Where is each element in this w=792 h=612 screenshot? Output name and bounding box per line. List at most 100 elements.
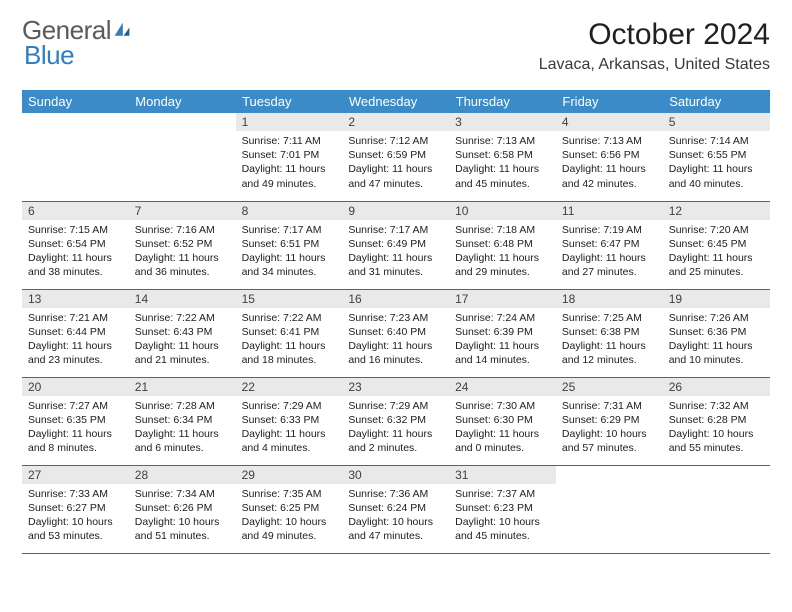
daylight-line: Daylight: 10 hours and 51 minutes. [135, 515, 230, 543]
calendar-cell: 2Sunrise: 7:12 AMSunset: 6:59 PMDaylight… [342, 113, 449, 201]
day-details: Sunrise: 7:31 AMSunset: 6:29 PMDaylight:… [556, 396, 663, 460]
sunrise-line: Sunrise: 7:35 AM [242, 487, 337, 501]
calendar-cell: 31Sunrise: 7:37 AMSunset: 6:23 PMDayligh… [449, 465, 556, 553]
day-number: 19 [663, 290, 770, 308]
calendar-body: 1Sunrise: 7:11 AMSunset: 7:01 PMDaylight… [22, 113, 770, 553]
weekday-header: Tuesday [236, 90, 343, 113]
calendar-row: 13Sunrise: 7:21 AMSunset: 6:44 PMDayligh… [22, 289, 770, 377]
day-details: Sunrise: 7:29 AMSunset: 6:33 PMDaylight:… [236, 396, 343, 460]
calendar-row: 27Sunrise: 7:33 AMSunset: 6:27 PMDayligh… [22, 465, 770, 553]
day-details: Sunrise: 7:14 AMSunset: 6:55 PMDaylight:… [663, 131, 770, 195]
calendar-cell: 10Sunrise: 7:18 AMSunset: 6:48 PMDayligh… [449, 201, 556, 289]
daylight-line: Daylight: 11 hours and 12 minutes. [562, 339, 657, 367]
sunset-line: Sunset: 6:48 PM [455, 237, 550, 251]
sunset-line: Sunset: 6:41 PM [242, 325, 337, 339]
day-number: 13 [22, 290, 129, 308]
daylight-line: Daylight: 11 hours and 34 minutes. [242, 251, 337, 279]
day-number: 5 [663, 113, 770, 131]
daylight-line: Daylight: 11 hours and 27 minutes. [562, 251, 657, 279]
daylight-line: Daylight: 11 hours and 21 minutes. [135, 339, 230, 367]
sunrise-line: Sunrise: 7:14 AM [669, 134, 764, 148]
sunset-line: Sunset: 6:43 PM [135, 325, 230, 339]
sunrise-line: Sunrise: 7:23 AM [348, 311, 443, 325]
sunrise-line: Sunrise: 7:31 AM [562, 399, 657, 413]
sunset-line: Sunset: 6:59 PM [348, 148, 443, 162]
calendar-cell: 3Sunrise: 7:13 AMSunset: 6:58 PMDaylight… [449, 113, 556, 201]
day-number: 26 [663, 378, 770, 396]
calendar-cell: 20Sunrise: 7:27 AMSunset: 6:35 PMDayligh… [22, 377, 129, 465]
day-details: Sunrise: 7:19 AMSunset: 6:47 PMDaylight:… [556, 220, 663, 284]
sunrise-line: Sunrise: 7:27 AM [28, 399, 123, 413]
sunrise-line: Sunrise: 7:29 AM [348, 399, 443, 413]
calendar-cell: 1Sunrise: 7:11 AMSunset: 7:01 PMDaylight… [236, 113, 343, 201]
sunset-line: Sunset: 6:32 PM [348, 413, 443, 427]
day-number: 25 [556, 378, 663, 396]
day-details: Sunrise: 7:17 AMSunset: 6:51 PMDaylight:… [236, 220, 343, 284]
calendar-cell: 9Sunrise: 7:17 AMSunset: 6:49 PMDaylight… [342, 201, 449, 289]
day-details: Sunrise: 7:23 AMSunset: 6:40 PMDaylight:… [342, 308, 449, 372]
daylight-line: Daylight: 11 hours and 6 minutes. [135, 427, 230, 455]
day-details: Sunrise: 7:18 AMSunset: 6:48 PMDaylight:… [449, 220, 556, 284]
sunset-line: Sunset: 6:26 PM [135, 501, 230, 515]
weekday-header: Sunday [22, 90, 129, 113]
day-details: Sunrise: 7:33 AMSunset: 6:27 PMDaylight:… [22, 484, 129, 548]
day-details: Sunrise: 7:24 AMSunset: 6:39 PMDaylight:… [449, 308, 556, 372]
calendar-cell: 5Sunrise: 7:14 AMSunset: 6:55 PMDaylight… [663, 113, 770, 201]
daylight-line: Daylight: 10 hours and 55 minutes. [669, 427, 764, 455]
day-details: Sunrise: 7:25 AMSunset: 6:38 PMDaylight:… [556, 308, 663, 372]
calendar-cell: 8Sunrise: 7:17 AMSunset: 6:51 PMDaylight… [236, 201, 343, 289]
daylight-line: Daylight: 11 hours and 23 minutes. [28, 339, 123, 367]
daylight-line: Daylight: 11 hours and 18 minutes. [242, 339, 337, 367]
day-details: Sunrise: 7:29 AMSunset: 6:32 PMDaylight:… [342, 396, 449, 460]
day-details: Sunrise: 7:37 AMSunset: 6:23 PMDaylight:… [449, 484, 556, 548]
day-number: 10 [449, 202, 556, 220]
brand-word-2: Blue [24, 40, 74, 70]
day-details: Sunrise: 7:27 AMSunset: 6:35 PMDaylight:… [22, 396, 129, 460]
calendar-cell: 24Sunrise: 7:30 AMSunset: 6:30 PMDayligh… [449, 377, 556, 465]
sunset-line: Sunset: 6:47 PM [562, 237, 657, 251]
calendar-cell: 7Sunrise: 7:16 AMSunset: 6:52 PMDaylight… [129, 201, 236, 289]
calendar-cell-empty [556, 465, 663, 553]
sunset-line: Sunset: 6:52 PM [135, 237, 230, 251]
calendar-row: 20Sunrise: 7:27 AMSunset: 6:35 PMDayligh… [22, 377, 770, 465]
calendar-cell: 6Sunrise: 7:15 AMSunset: 6:54 PMDaylight… [22, 201, 129, 289]
day-number: 9 [342, 202, 449, 220]
day-details: Sunrise: 7:26 AMSunset: 6:36 PMDaylight:… [663, 308, 770, 372]
calendar-cell-empty [663, 465, 770, 553]
sunrise-line: Sunrise: 7:37 AM [455, 487, 550, 501]
sunrise-line: Sunrise: 7:29 AM [242, 399, 337, 413]
calendar-row: 6Sunrise: 7:15 AMSunset: 6:54 PMDaylight… [22, 201, 770, 289]
calendar-cell: 26Sunrise: 7:32 AMSunset: 6:28 PMDayligh… [663, 377, 770, 465]
day-number: 24 [449, 378, 556, 396]
day-number: 23 [342, 378, 449, 396]
day-number: 22 [236, 378, 343, 396]
sunrise-line: Sunrise: 7:13 AM [562, 134, 657, 148]
sunrise-line: Sunrise: 7:15 AM [28, 223, 123, 237]
day-details: Sunrise: 7:13 AMSunset: 6:56 PMDaylight:… [556, 131, 663, 195]
daylight-line: Daylight: 11 hours and 42 minutes. [562, 162, 657, 190]
daylight-line: Daylight: 11 hours and 45 minutes. [455, 162, 550, 190]
sunrise-line: Sunrise: 7:36 AM [348, 487, 443, 501]
day-number: 17 [449, 290, 556, 308]
day-details: Sunrise: 7:36 AMSunset: 6:24 PMDaylight:… [342, 484, 449, 548]
day-details: Sunrise: 7:22 AMSunset: 6:41 PMDaylight:… [236, 308, 343, 372]
calendar-cell: 12Sunrise: 7:20 AMSunset: 6:45 PMDayligh… [663, 201, 770, 289]
calendar-cell: 22Sunrise: 7:29 AMSunset: 6:33 PMDayligh… [236, 377, 343, 465]
sunrise-line: Sunrise: 7:22 AM [135, 311, 230, 325]
sunset-line: Sunset: 6:54 PM [28, 237, 123, 251]
daylight-line: Daylight: 11 hours and 36 minutes. [135, 251, 230, 279]
sunrise-line: Sunrise: 7:32 AM [669, 399, 764, 413]
sunrise-line: Sunrise: 7:11 AM [242, 134, 337, 148]
calendar-cell: 30Sunrise: 7:36 AMSunset: 6:24 PMDayligh… [342, 465, 449, 553]
daylight-line: Daylight: 11 hours and 38 minutes. [28, 251, 123, 279]
sunset-line: Sunset: 6:38 PM [562, 325, 657, 339]
day-details: Sunrise: 7:12 AMSunset: 6:59 PMDaylight:… [342, 131, 449, 195]
title-block: October 2024 Lavaca, Arkansas, United St… [539, 18, 770, 74]
daylight-line: Daylight: 10 hours and 49 minutes. [242, 515, 337, 543]
calendar-cell: 18Sunrise: 7:25 AMSunset: 6:38 PMDayligh… [556, 289, 663, 377]
calendar-cell-empty [129, 113, 236, 201]
daylight-line: Daylight: 10 hours and 45 minutes. [455, 515, 550, 543]
calendar-cell: 19Sunrise: 7:26 AMSunset: 6:36 PMDayligh… [663, 289, 770, 377]
sunset-line: Sunset: 6:44 PM [28, 325, 123, 339]
daylight-line: Daylight: 11 hours and 0 minutes. [455, 427, 550, 455]
